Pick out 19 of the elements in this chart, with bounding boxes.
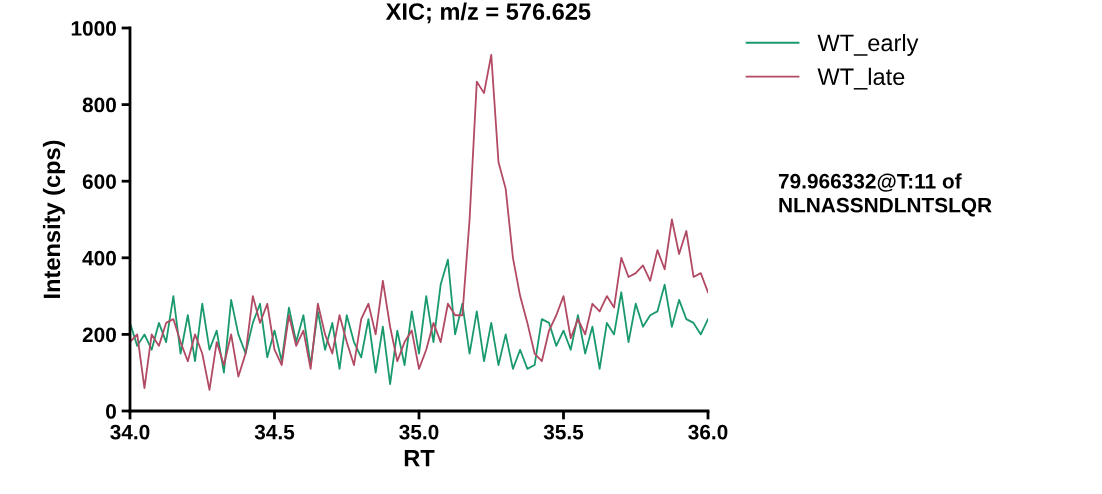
x-axis-title: RT	[404, 450, 435, 467]
y-tick-label: 800	[82, 97, 116, 113]
x-tick-label: 35.5	[543, 424, 584, 440]
y-axis-title: Intensity (cps)	[42, 140, 65, 298]
y-tick-label: 0	[106, 404, 116, 419]
text: 79.966332@T:11 of NLNASSNDLNTSLQR	[778, 173, 992, 217]
chart-title: XIC; m/z = 576.625	[385, 2, 591, 24]
line-series	[130, 258, 708, 386]
y-tick-label: 200	[82, 327, 116, 343]
y-tick-label: 600	[82, 174, 116, 189]
legend-label: WT_late	[817, 67, 905, 90]
x-tick-label: 34.5	[254, 424, 295, 440]
x-tick-label: 34.0	[110, 424, 150, 440]
line-series	[130, 53, 708, 391]
y-tick-label: 1000	[71, 21, 116, 36]
x-tick-label: 36.0	[688, 424, 728, 440]
x-tick-label: 35.0	[399, 424, 439, 440]
y-tick-label: 400	[82, 250, 116, 266]
legend-label: WT_early	[817, 33, 919, 56]
